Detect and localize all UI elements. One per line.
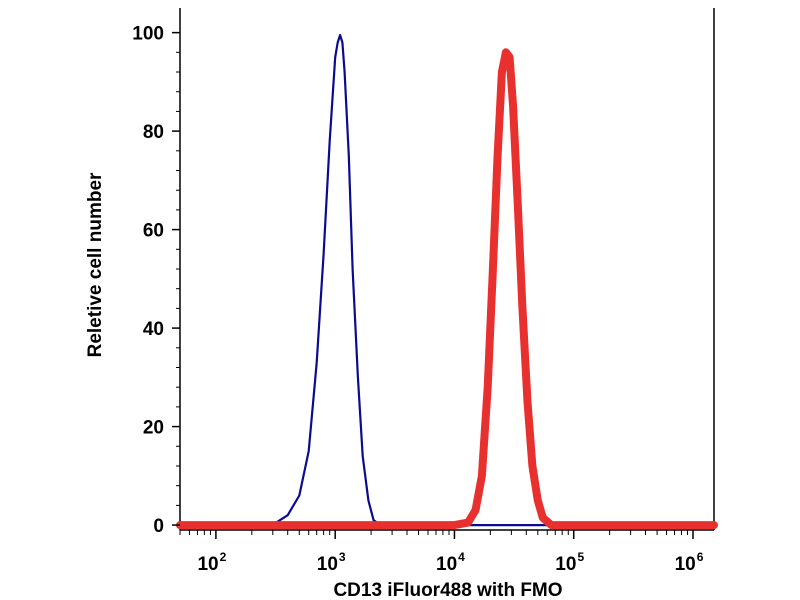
x-axis-title: CD13 iFluor488 with FMO [333,580,562,600]
y-tick-label: 60 [143,221,164,242]
y-tick-label: 40 [143,319,164,340]
series-line-1 [178,33,716,527]
x-tick-label: 104 [436,550,465,575]
x-tick-label: 102 [197,550,226,575]
tick-layer: 0 20 40 60 80 100 102 103 104 105 106 [132,24,703,575]
x-tick-label: 103 [317,550,346,575]
series-layer [176,33,718,530]
plot-frame-layer [179,8,715,531]
y-tick-label: 80 [143,122,164,143]
x-tick-label: 106 [675,550,704,575]
y-tick-label: 0 [153,516,164,537]
y-tick-label: 100 [132,24,164,45]
y-axis-title: Reletive cell number [85,172,106,357]
x-tick-label: 105 [555,550,584,575]
y-tick-label: 20 [143,418,164,439]
series-line-2 [176,48,718,530]
